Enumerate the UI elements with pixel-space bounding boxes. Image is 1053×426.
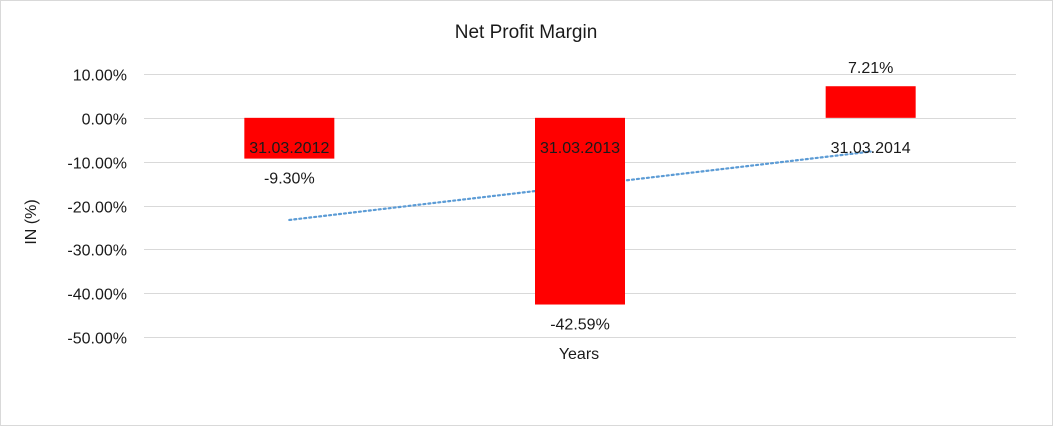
labels: 31.03.2012 -9.30% 31.03.2013 -42.59% 31.03.2… (249, 60, 911, 333)
y-tick-label: -50.00% (67, 331, 127, 348)
y-tick-label: -30.00% (67, 243, 127, 260)
y-tick-label: 0.00% (82, 112, 127, 129)
bar (535, 117, 625, 305)
bar (244, 117, 335, 159)
bar (825, 86, 916, 118)
y-axis-label: IN (%) (23, 199, 40, 244)
x-category-label: 31.03.2014 (831, 140, 911, 157)
x-category-label: 31.03.2013 (540, 140, 620, 157)
y-tick-label: -20.00% (67, 200, 127, 217)
x-axis-label: Years (559, 346, 599, 363)
bars (244, 86, 916, 305)
y-tick-label: -10.00% (67, 156, 127, 173)
y-tick-label: -40.00% (67, 287, 127, 304)
data-label: -9.30% (264, 171, 315, 188)
data-label: 7.21% (848, 60, 893, 77)
chart-title: Net Profit Margin (455, 22, 598, 43)
x-category-label: 31.03.2012 (249, 140, 329, 157)
y-tick-label: 10.00% (73, 68, 127, 85)
y-axis-ticks: 10.00% 0.00% -10.00% -20.00% -30.00% -40.00% -… (67, 68, 127, 348)
data-label: -42.59% (550, 317, 610, 334)
